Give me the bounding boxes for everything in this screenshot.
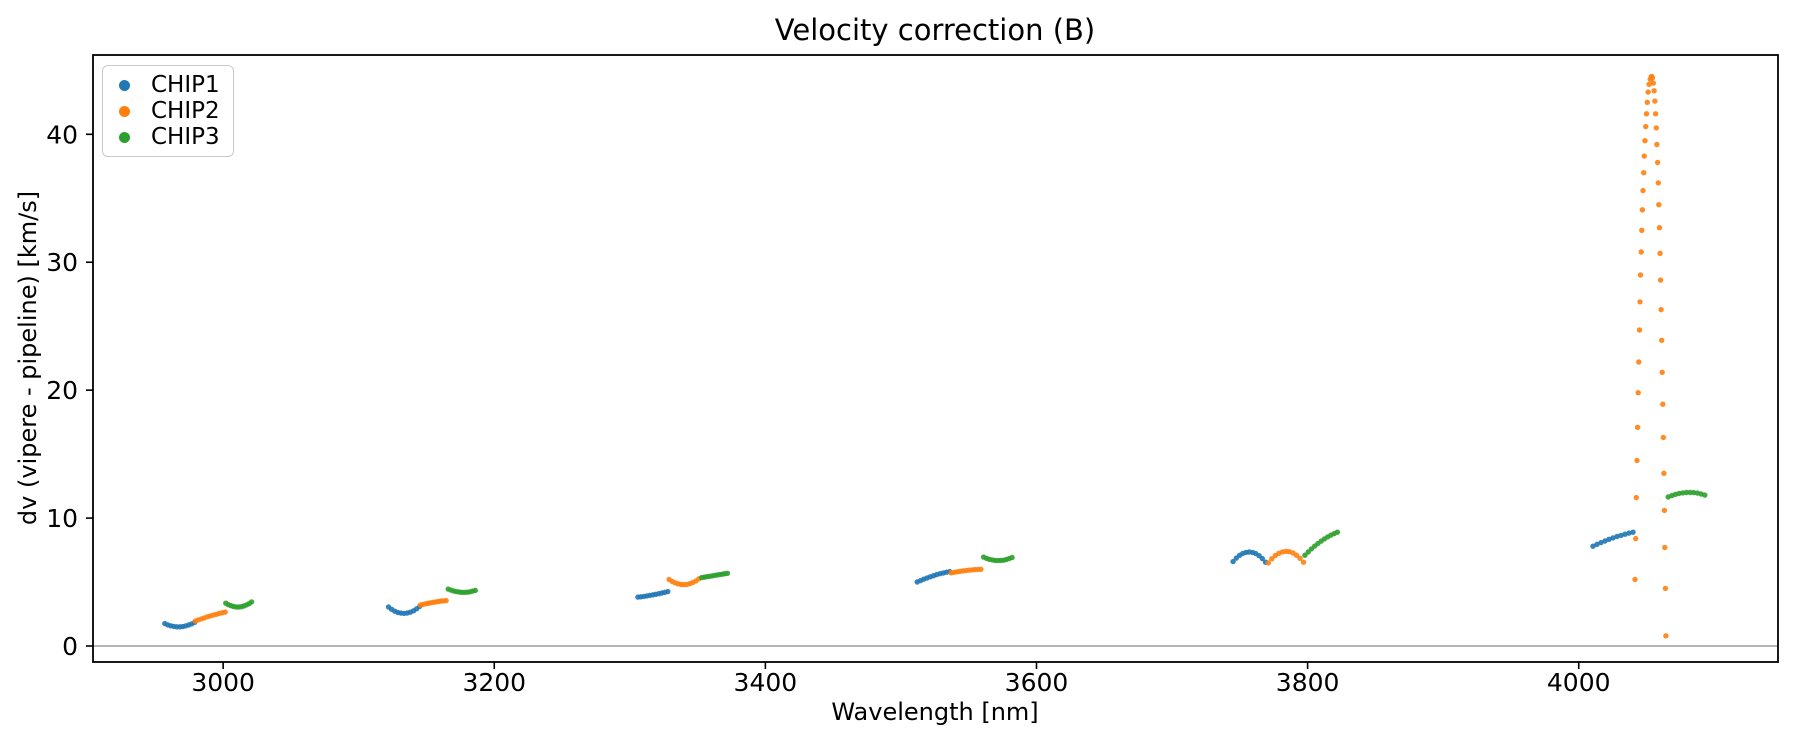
scatter-point [1641,153,1648,159]
scatter-point [1633,535,1639,542]
scatter-point [1630,529,1636,535]
scatter-point [1334,529,1341,535]
scatter-point [1656,202,1662,208]
legend-entry-CHIP1: CHIP1 [103,72,233,98]
scatter-point [1656,225,1663,231]
legend-label: CHIP3 [151,123,220,150]
scatter-point [1661,507,1668,514]
scatter-point [1637,299,1643,305]
scatter-point [1657,277,1664,283]
scatter-point [1639,207,1646,213]
scatter-point [1653,125,1660,131]
x-tick-label: 4000 [1547,668,1611,697]
scatter-point [1657,250,1663,256]
x-tick-label: 3000 [191,668,255,697]
y-tick-label: 10 [46,504,78,533]
scatter-point [1659,337,1665,343]
scatter-point [1643,123,1649,130]
scatter-point [1632,576,1638,583]
scatter-point [1644,99,1651,106]
x-tick-label: 3200 [462,668,526,697]
x-tick-label: 3400 [734,668,798,697]
legend-label: CHIP1 [151,71,220,98]
scatter-point [1635,390,1641,396]
scatter-point [1230,558,1236,565]
scatter-point [1293,552,1300,558]
scatter-point [1660,401,1666,407]
y-tick-label: 20 [46,376,78,405]
scatter-point [1645,89,1651,95]
y-tick-label: 30 [46,248,78,277]
scatter-point [1009,554,1015,561]
scatter-point [1652,98,1658,104]
scatter-point [1637,272,1644,278]
scatter-point [443,597,449,604]
scatter-point [724,570,731,576]
scatter-point [1643,111,1650,117]
y-axis-label: dv (vipere - pipeline) [km/s] [14,190,42,526]
x-tick-label: 3600 [1005,668,1069,697]
scatter-point [472,587,478,594]
chart-title: Velocity correction (B) [774,13,1096,47]
scatter-point [1663,633,1669,639]
scatter-point [1633,494,1640,501]
legend: CHIP1 CHIP2 CHIP3 [102,65,234,157]
scatter-point [1683,489,1690,496]
scatter-point [1639,227,1645,233]
x-tick-label: 3800 [1276,668,1340,697]
scatter-point [1590,543,1596,549]
scatter-point [1634,457,1640,464]
legend-marker-icon [119,105,130,117]
legend-label: CHIP2 [151,97,220,124]
scatter-point [1655,180,1662,186]
scatter-point [1636,327,1643,333]
scatter-point [1640,187,1646,194]
legend-entry-CHIP3: CHIP3 [103,124,233,150]
scatter-point [1646,81,1652,88]
scatter-point [1641,170,1647,176]
scatter-point [1265,560,1272,566]
scatter-point [1660,434,1667,441]
scatter-point [1638,249,1644,255]
series-CHIP2 [192,74,1669,639]
scatter-point [1636,359,1642,365]
legend-marker-icon [119,79,130,91]
scatter-point [1654,159,1661,166]
scatter-point [1659,369,1665,375]
scatter-point [1662,585,1669,592]
legend-marker-icon [119,131,130,143]
scatter-point [1662,544,1668,551]
scatter-point [1652,111,1659,117]
scatter-point [1654,141,1660,148]
axes-frame [92,54,1779,663]
scatter-point [1297,555,1303,561]
x-axis-label: Wavelength [nm] [831,698,1039,726]
scatter-point [1661,470,1667,476]
scatter-point [1649,75,1656,81]
legend-entry-CHIP2: CHIP2 [103,98,233,124]
scatter-point [1300,559,1307,565]
y-tick-label: 0 [62,632,78,661]
series-CHIP3 [223,489,1708,610]
scatter-point [1269,556,1275,562]
scatter-point [665,588,671,595]
scatter-point [248,599,255,605]
y-tick-label: 40 [46,120,78,149]
scatter-point [222,609,228,615]
scatter-point [1642,138,1648,144]
scatter-point [1702,492,1708,498]
scatter-point [978,566,984,572]
scatter-point [1651,88,1657,94]
scatter-point [1634,424,1641,430]
scatter-point [1658,306,1664,313]
scatter-point [1259,555,1266,562]
series-CHIP1 [162,529,1636,630]
scatter-point [1650,80,1657,86]
